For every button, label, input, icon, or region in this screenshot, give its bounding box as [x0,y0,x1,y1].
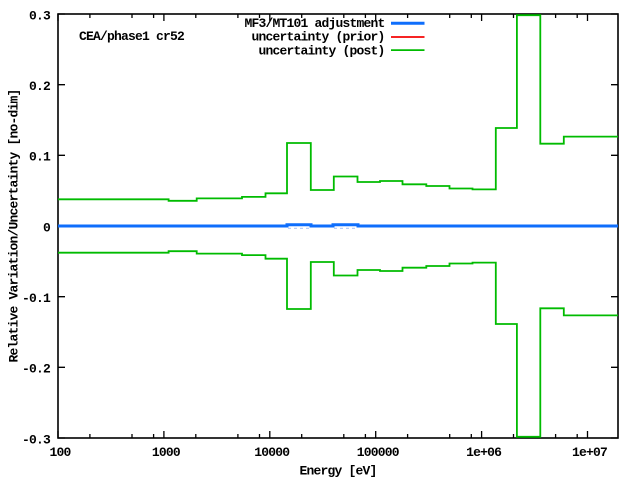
svg-text:uncertainty (post): uncertainty (post) [259,43,385,58]
svg-text:100000: 100000 [357,445,400,460]
svg-text:100: 100 [50,445,72,460]
svg-text:0.3: 0.3 [29,8,51,23]
svg-text:-0.1: -0.1 [22,291,51,306]
svg-text:Energy [eV]: Energy [eV] [300,464,377,479]
svg-text:-0.3: -0.3 [22,432,51,447]
svg-text:10000: 10000 [254,445,290,460]
svg-text:1000: 1000 [152,445,181,460]
svg-text:CEA/phase1 cr52: CEA/phase1 cr52 [79,29,185,44]
svg-text:uncertainty (prior): uncertainty (prior) [252,30,385,45]
svg-text:0.2: 0.2 [29,79,51,94]
svg-text:MF3/MT101 adjustment: MF3/MT101 adjustment [245,16,385,31]
svg-text:0: 0 [43,220,51,235]
svg-text:-0.2: -0.2 [22,362,51,377]
svg-text:0.1: 0.1 [29,150,51,165]
svg-text:Relative Variation/Uncertainty: Relative Variation/Uncertainty [no-dim] [7,89,22,362]
svg-text:1e+07: 1e+07 [572,445,607,460]
svg-text:1e+06: 1e+06 [466,445,502,460]
